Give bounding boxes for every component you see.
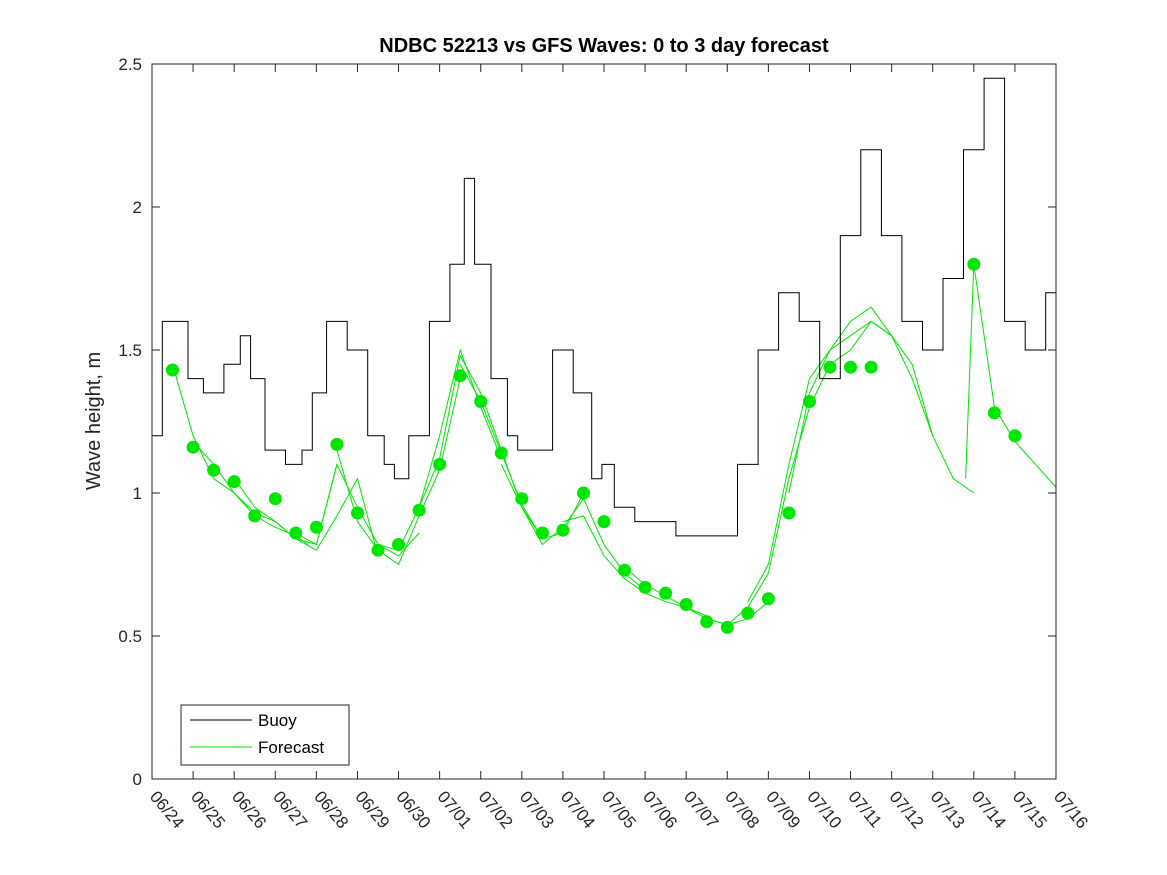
y-tick-label-1: 0.5	[118, 627, 142, 646]
y-tick-label-0: 0	[133, 770, 142, 789]
x-tick-label-14: 07/08	[721, 787, 763, 832]
legend-forecast-label: Forecast	[258, 738, 324, 757]
forecast-run-line-14	[788, 306, 934, 494]
x-tick-label-16: 07/10	[803, 787, 845, 832]
x-tick-label-9: 07/03	[516, 787, 558, 832]
y-axis-label: Wave height, m	[83, 352, 105, 490]
forecast-run-line-5	[336, 378, 461, 566]
forecast-point-34	[844, 360, 857, 374]
legend-buoy-label: Buoy	[258, 711, 297, 730]
forecast-point-36	[967, 257, 981, 271]
forecast-point-4	[227, 475, 241, 489]
forecast-point-2	[186, 440, 200, 454]
plot-area	[152, 77, 1056, 634]
legend-box	[180, 704, 350, 766]
forecast-point-5	[248, 509, 262, 523]
forecast-point-12	[392, 538, 405, 551]
x-tick-label-20: 07/14	[968, 787, 1010, 832]
y-tick-label-4: 2	[133, 198, 142, 217]
axes-box	[151, 63, 1057, 780]
forecast-point-15	[453, 369, 467, 383]
x-tick-label-5: 06/29	[351, 787, 393, 832]
forecast-point-13	[412, 503, 426, 517]
x-tick-label-0: 06/24	[146, 787, 188, 832]
forecast-point-14	[433, 457, 447, 471]
forecast-point-6	[268, 492, 282, 506]
forecast-point-23	[618, 563, 631, 577]
forecast-point-11	[371, 543, 385, 557]
forecast-point-8	[309, 520, 323, 534]
x-tick-label-13: 07/07	[680, 787, 722, 832]
forecast-point-37	[987, 406, 1001, 420]
x-tick-label-22: 07/16	[1050, 787, 1092, 832]
forecast-run-line-1	[172, 364, 309, 545]
series-group	[152, 77, 1056, 634]
x-tick-label-7: 07/01	[434, 787, 476, 832]
x-tick-label-1: 06/25	[187, 787, 229, 832]
forecast-point-17	[494, 446, 508, 460]
x-tick-label-3: 06/27	[269, 787, 311, 832]
legend: Buoy Forecast	[180, 704, 350, 766]
x-tick-label-17: 07/11	[844, 787, 885, 831]
chart-title: NDBC 52213 vs GFS Waves: 0 to 3 day fore…	[379, 35, 829, 57]
forecast-point-27	[700, 615, 714, 629]
forecast-point-20	[556, 523, 570, 537]
x-tick-label-19: 07/13	[927, 787, 969, 832]
forecast-point-35	[864, 360, 878, 374]
forecast-point-19	[535, 526, 549, 540]
forecast-point-1	[166, 363, 179, 377]
forecast-point-10	[351, 506, 364, 520]
forecast-point-24	[638, 580, 652, 594]
forecast-point-18	[515, 492, 529, 506]
y-tick-label-3: 1.5	[118, 341, 142, 360]
x-tick-label-4: 06/28	[310, 787, 352, 832]
x-tick-label-15: 07/09	[762, 787, 804, 832]
x-tick-label-11: 07/05	[598, 787, 640, 832]
x-tick-label-8: 07/02	[475, 787, 517, 832]
forecast-point-33	[823, 360, 837, 374]
forecast-run-line-15	[829, 320, 975, 494]
forecast-run-line-16	[965, 264, 1056, 488]
forecast-point-32	[803, 395, 816, 408]
forecast-point-28	[720, 620, 734, 634]
forecast-point-38	[1008, 429, 1022, 443]
x-tick-label-21: 07/15	[1009, 787, 1051, 832]
buoy-line	[152, 77, 1056, 537]
forecast-run-line-6	[377, 348, 502, 551]
forecast-point-7	[289, 526, 303, 540]
forecast-point-22	[597, 515, 611, 529]
forecast-point-30	[761, 592, 775, 606]
forecast-point-3	[207, 463, 221, 477]
x-tick-label-12: 07/06	[639, 787, 681, 832]
x-tick-label-6: 06/30	[392, 787, 434, 832]
x-tick-label-2: 06/26	[228, 787, 270, 832]
y-tick-label-5: 2.5	[118, 55, 142, 74]
y-tick-label-2: 1	[133, 484, 142, 503]
forecast-point-26	[679, 598, 693, 611]
forecast-point-29	[741, 606, 755, 620]
forecast-run-line-3	[233, 477, 379, 557]
forecast-point-31	[782, 506, 796, 520]
forecast-point-16	[474, 395, 488, 408]
forecast-point-9	[330, 437, 344, 451]
forecast-point-25	[659, 586, 673, 600]
x-tick-label-18: 07/12	[886, 787, 928, 832]
forecast-run-line-8	[459, 364, 584, 540]
forecast-point-21	[577, 486, 590, 500]
x-tick-label-10: 07/04	[557, 787, 599, 832]
